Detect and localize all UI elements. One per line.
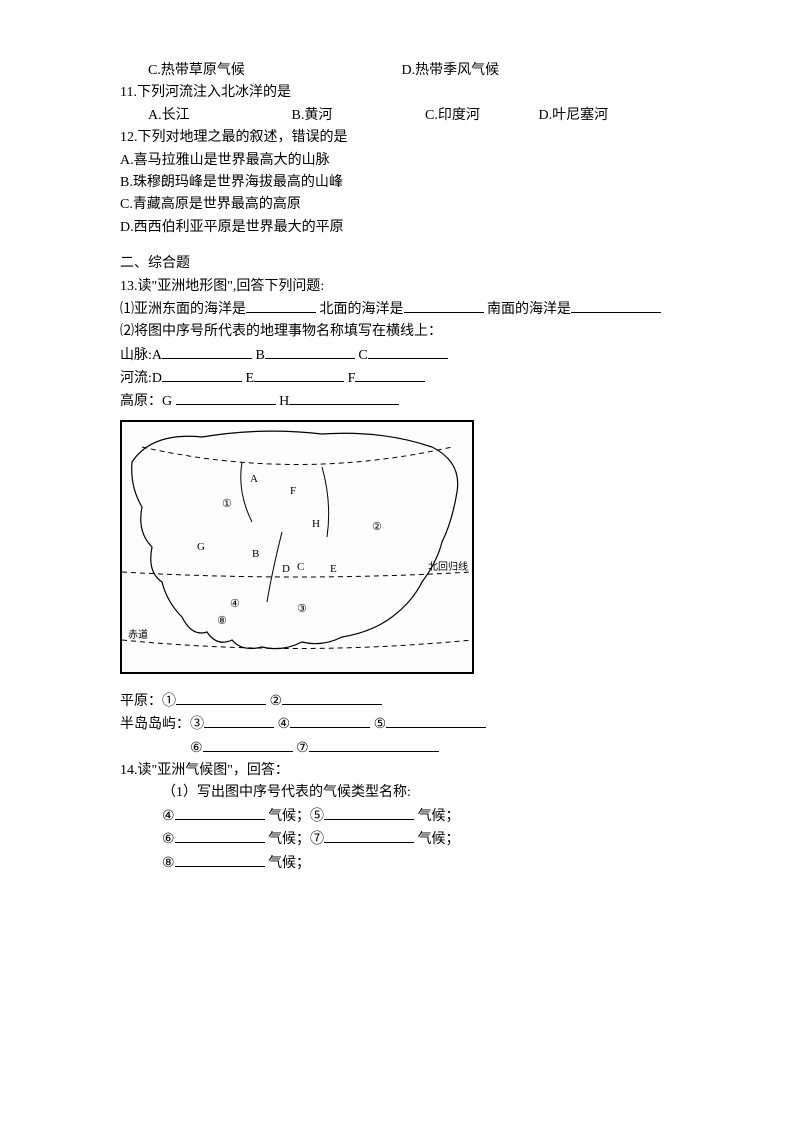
blank-south-ocean[interactable] — [571, 298, 661, 313]
blank-h[interactable] — [289, 390, 399, 405]
label-c8end: 气候； — [268, 856, 310, 871]
svg-text:③: ③ — [297, 603, 307, 615]
label-2: ② — [270, 694, 283, 709]
q13-p1b: 北面的海洋是 — [320, 302, 404, 317]
q13-peninsula-row2: ⑥ ⑦ — [190, 737, 690, 760]
svg-text:F: F — [290, 485, 296, 497]
q10-options: C.热带草原气候 D.热带季风气候 — [148, 60, 690, 82]
q11-option-b: B.黄河 — [292, 105, 422, 127]
blank-d[interactable] — [162, 367, 242, 382]
exam-page: C.热带草原气候 D.热带季风气候 11.下列河流注入北冰洋的是 A.长江 B.… — [0, 0, 800, 935]
q13-mountains: 山脉:A B C — [120, 344, 690, 367]
blank-c6[interactable] — [175, 828, 265, 843]
blank-c4[interactable] — [175, 805, 265, 820]
label-6: ⑥ — [190, 741, 203, 756]
label-plain: 平原：① — [120, 694, 176, 709]
label-c7: 气候；⑦ — [268, 832, 324, 847]
svg-text:D: D — [282, 563, 290, 575]
blank-2[interactable] — [282, 690, 382, 705]
label-c8: ⑧ — [162, 856, 175, 871]
label-7: ⑦ — [296, 741, 309, 756]
q13-p1a: ⑴亚洲东面的海洋是 — [120, 302, 246, 317]
q13-p1c: 南面的海洋是 — [487, 302, 571, 317]
q13-plains: 平原：① ② — [120, 690, 690, 713]
blank-north-ocean[interactable] — [404, 298, 484, 313]
label-c: C — [358, 348, 367, 363]
label-plateau: 高原：G — [120, 394, 172, 409]
label-mountain: 山脉:A — [120, 348, 162, 363]
q14-row2: ⑥ 气候；⑦ 气候； — [162, 828, 690, 851]
q13-rivers: 河流:D E F — [120, 367, 690, 390]
q11-option-c: C.印度河 — [425, 105, 535, 127]
blank-c7[interactable] — [324, 828, 414, 843]
blank-c8[interactable] — [175, 852, 265, 867]
label-h: H — [279, 394, 289, 409]
equator-label: 赤道 — [128, 628, 148, 644]
q14-stem: 14.读"亚洲气候图"，回答： — [120, 760, 690, 782]
svg-text:C: C — [297, 561, 304, 573]
svg-text:⑧: ⑧ — [217, 615, 227, 627]
blank-5[interactable] — [386, 713, 486, 728]
label-5: ⑤ — [374, 717, 387, 732]
q10-option-c: C.热带草原气候 — [148, 60, 398, 82]
q14-row1: ④ 气候；⑤ 气候； — [162, 805, 690, 828]
q13-plateaus: 高原：G H — [120, 390, 690, 413]
blank-7[interactable] — [309, 737, 439, 752]
q11-option-d: D.叶尼塞河 — [539, 105, 609, 127]
q12-option-c: C.青藏高原是世界最高的高原 — [120, 194, 690, 216]
svg-text:E: E — [330, 563, 337, 575]
map-svg: A F ① H ② G B D C E ④ ⑧ ③ — [122, 422, 472, 672]
label-river: 河流:D — [120, 371, 162, 386]
svg-text:②: ② — [372, 521, 382, 533]
label-f: F — [348, 371, 356, 386]
label-peninsula: 半岛岛屿：③ — [120, 717, 204, 732]
label-4: ④ — [278, 717, 291, 732]
blank-b[interactable] — [265, 344, 355, 359]
label-e: E — [246, 371, 255, 386]
blank-east-ocean[interactable] — [246, 298, 316, 313]
svg-text:A: A — [250, 473, 258, 485]
q12-option-a: A.喜马拉雅山是世界最高大的山脉 — [120, 150, 690, 172]
blank-4[interactable] — [290, 713, 370, 728]
q13-peninsula-row1: 半岛岛屿：③ ④ ⑤ — [120, 713, 690, 736]
blank-g[interactable] — [176, 390, 276, 405]
blank-f[interactable] — [355, 367, 425, 382]
q10-option-d: D.热带季风气候 — [402, 60, 500, 82]
q14-p1: （1）写出图中序号代表的气候类型名称: — [162, 782, 690, 804]
blank-c[interactable] — [368, 344, 448, 359]
q11-options: A.长江 B.黄河 C.印度河 D.叶尼塞河 — [148, 105, 690, 127]
blank-e[interactable] — [254, 367, 344, 382]
svg-text:④: ④ — [230, 598, 240, 610]
label-c6: ⑥ — [162, 832, 175, 847]
svg-text:H: H — [312, 518, 320, 530]
q11-stem: 11.下列河流注入北冰洋的是 — [120, 82, 690, 104]
blank-a[interactable] — [162, 344, 252, 359]
q12-stem: 12.下列对地理之最的叙述，错误的是 — [120, 127, 690, 149]
q13-stem: 13.读"亚洲地形图",回答下列问题: — [120, 276, 690, 298]
q14-row3: ⑧ 气候； — [162, 852, 690, 875]
q13-part2: ⑵将图中序号所代表的地理事物名称填写在横线上： — [120, 321, 690, 343]
blank-c5[interactable] — [324, 805, 414, 820]
tropic-label: 北回归线 — [428, 560, 468, 576]
q12-option-d: D.西西伯利亚平原是世界最大的平原 — [120, 217, 690, 239]
label-c5end: 气候； — [418, 809, 460, 824]
section-2-title: 二、综合题 — [120, 253, 690, 275]
label-c4: ④ — [162, 809, 175, 824]
label-b: B — [256, 348, 265, 363]
q12-option-b: B.珠穆朗玛峰是世界海拔最高的山峰 — [120, 172, 690, 194]
blank-6[interactable] — [203, 737, 293, 752]
blank-1[interactable] — [176, 690, 266, 705]
asia-map: A F ① H ② G B D C E ④ ⑧ ③ 赤道 北回归线 — [120, 420, 474, 674]
label-c5: 气候；⑤ — [268, 809, 324, 824]
q11-option-a: A.长江 — [148, 105, 288, 127]
svg-text:G: G — [197, 541, 205, 553]
label-c7end: 气候； — [418, 832, 460, 847]
svg-text:B: B — [252, 548, 259, 560]
svg-text:①: ① — [222, 498, 232, 510]
q13-part1: ⑴亚洲东面的海洋是 北面的海洋是 南面的海洋是 — [120, 298, 690, 321]
blank-3[interactable] — [204, 713, 274, 728]
